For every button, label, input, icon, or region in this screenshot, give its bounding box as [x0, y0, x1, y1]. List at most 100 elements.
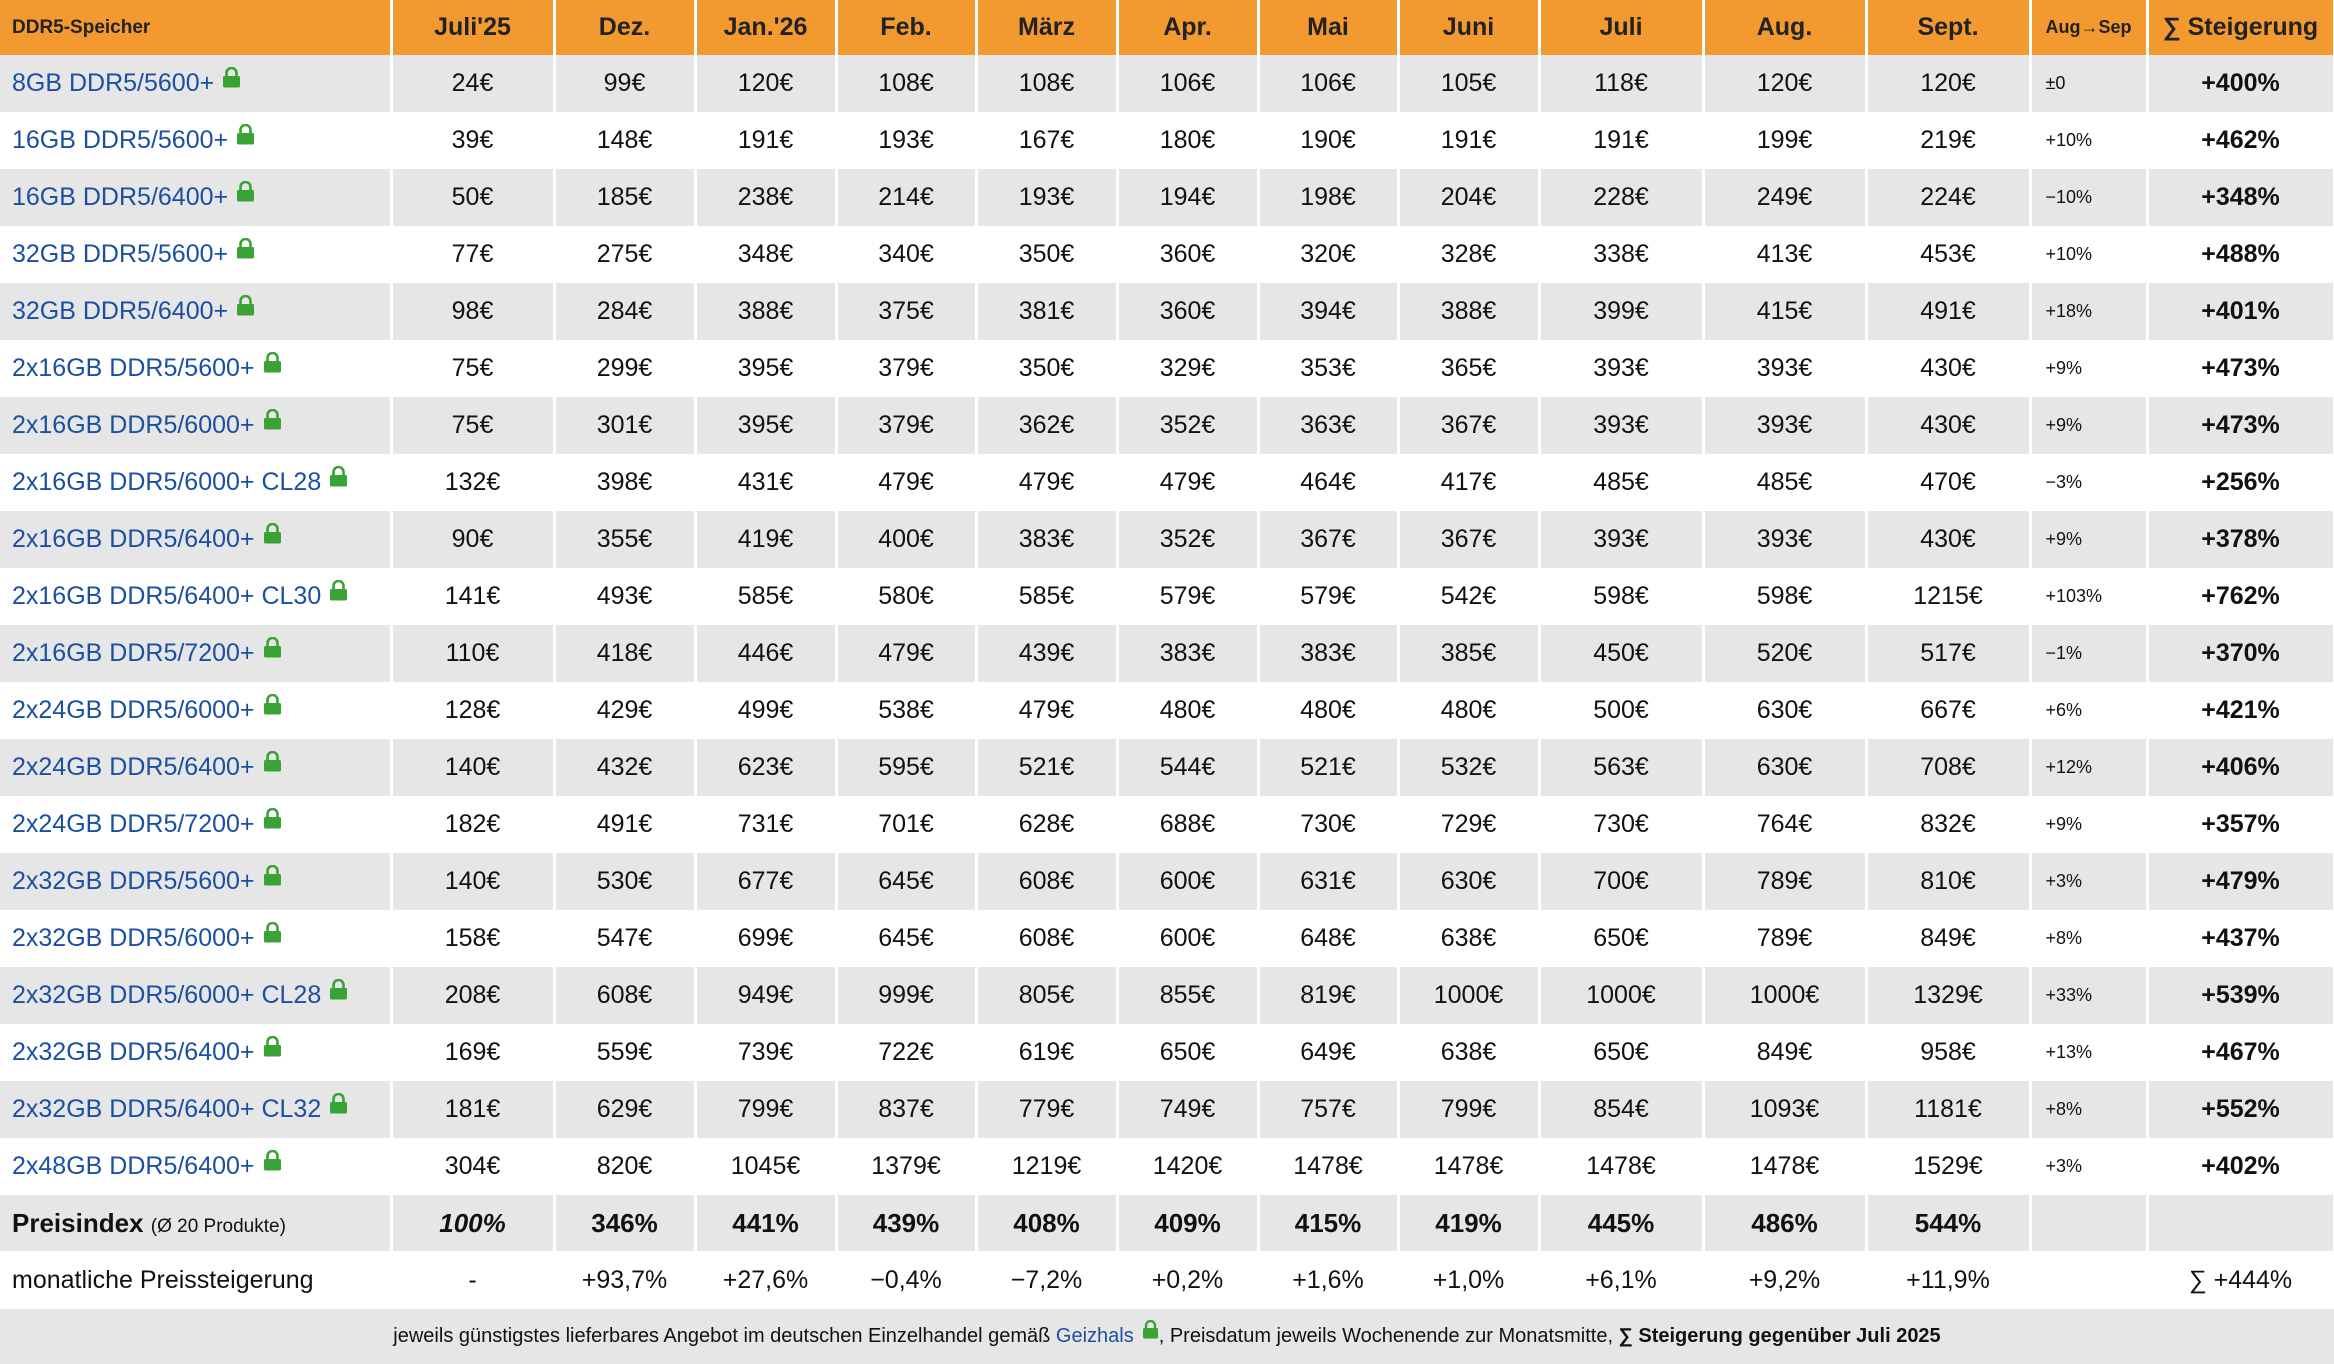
price-cell: 75€ [391, 397, 556, 454]
price-cell: 585€ [695, 568, 838, 625]
monthly-cell: - [391, 1251, 556, 1309]
price-cell: 688€ [1117, 796, 1260, 853]
index-cell: 419% [1398, 1195, 1541, 1251]
product-link[interactable]: 2x16GB DDR5/6400+ CL30 [12, 581, 322, 610]
delta-cell: −3% [2030, 454, 2149, 511]
price-cell: 547€ [554, 910, 697, 967]
delta-cell: +9% [2030, 511, 2149, 568]
price-cell: 388€ [1398, 283, 1541, 340]
price-cell: 480€ [1117, 682, 1260, 739]
price-cell: 623€ [695, 739, 838, 796]
price-cell: 249€ [1703, 169, 1868, 226]
product-link[interactable]: 2x24GB DDR5/6000+ [12, 695, 255, 724]
product-name-cell[interactable]: 2x16GB DDR5/7200+ [0, 625, 393, 682]
monthly-increase-label: monatliche Preissteigerung [0, 1251, 393, 1309]
product-link[interactable]: 32GB DDR5/6400+ [12, 296, 229, 325]
price-cell: 193€ [836, 112, 978, 169]
price-cell: 619€ [976, 1024, 1119, 1081]
price-cell: 731€ [695, 796, 838, 853]
product-name-cell[interactable]: 2x16GB DDR5/5600+ [0, 340, 393, 397]
price-cell: 99€ [554, 55, 697, 112]
monthly-cell: −7,2% [976, 1251, 1119, 1309]
product-name-cell[interactable]: 2x16GB DDR5/6000+ [0, 397, 393, 454]
price-cell: 1529€ [1866, 1138, 2032, 1195]
price-cell: 799€ [695, 1081, 838, 1138]
price-cell: 739€ [695, 1024, 838, 1081]
product-link[interactable]: 2x32GB DDR5/5600+ [12, 866, 255, 895]
product-name-cell[interactable]: 2x48GB DDR5/6400+ [0, 1138, 393, 1195]
product-name-cell[interactable]: 2x24GB DDR5/6400+ [0, 739, 393, 796]
price-cell: 608€ [976, 853, 1119, 910]
geizhals-link[interactable]: Geizhals [1055, 1325, 1134, 1347]
product-name-cell[interactable]: 2x32GB DDR5/6400+ CL32 [0, 1081, 393, 1138]
product-name-cell[interactable]: 2x16GB DDR5/6400+ [0, 511, 393, 568]
product-name-cell[interactable]: 2x32GB DDR5/6000+ CL28 [0, 967, 393, 1024]
price-cell: 353€ [1258, 340, 1400, 397]
table-row: 2x16GB DDR5/5600+ 75€ 299€ 395€ 379€ 350€ 329€… [0, 340, 2334, 397]
price-cell: 579€ [1117, 568, 1260, 625]
product-link[interactable]: 2x32GB DDR5/6000+ [12, 923, 255, 952]
product-link[interactable]: 2x16GB DDR5/6400+ [12, 524, 255, 553]
price-cell: 520€ [1703, 625, 1868, 682]
price-cell: 393€ [1703, 511, 1868, 568]
price-cell: 464€ [1258, 454, 1400, 511]
product-link[interactable]: 2x16GB DDR5/6000+ CL28 [12, 467, 322, 496]
table-row: 2x24GB DDR5/6400+ 140€ 432€ 623€ 595€ 521€ 544… [0, 739, 2334, 796]
price-cell: 77€ [391, 226, 556, 283]
product-name-cell[interactable]: 2x16GB DDR5/6000+ CL28 [0, 454, 393, 511]
product-link[interactable]: 2x32GB DDR5/6400+ CL32 [12, 1094, 322, 1123]
product-link[interactable]: 16GB DDR5/5600+ [12, 125, 229, 154]
price-cell: 810€ [1866, 853, 2032, 910]
total-increase-cell: +437% [2147, 910, 2334, 967]
header-title: DDR5-Speicher [0, 0, 393, 55]
product-link[interactable]: 2x16GB DDR5/7200+ [12, 638, 255, 667]
product-name-cell[interactable]: 16GB DDR5/5600+ [0, 112, 393, 169]
product-name-cell[interactable]: 2x32GB DDR5/6000+ [0, 910, 393, 967]
header-month: Feb. [836, 0, 978, 55]
price-cell: 1478€ [1539, 1138, 1705, 1195]
header-delta: Aug→Sep [2030, 0, 2149, 55]
product-link[interactable]: 16GB DDR5/6400+ [12, 182, 229, 211]
table-row: 2x32GB DDR5/6400+ CL32 181€ 629€ 799€ 837€ 77… [0, 1081, 2334, 1138]
price-cell: 191€ [1539, 112, 1705, 169]
product-link[interactable]: 2x24GB DDR5/7200+ [12, 809, 255, 838]
product-link[interactable]: 32GB DDR5/5600+ [12, 239, 229, 268]
footer-note: jeweils günstigstes lieferbares Angebot … [0, 1309, 2334, 1364]
price-cell: 631€ [1258, 853, 1400, 910]
price-cell: 393€ [1539, 397, 1705, 454]
lock-icon [263, 864, 282, 893]
index-sum-cell [2147, 1195, 2334, 1251]
product-link[interactable]: 8GB DDR5/5600+ [12, 68, 215, 97]
price-cell: 75€ [391, 340, 556, 397]
product-name-cell[interactable]: 8GB DDR5/5600+ [0, 55, 393, 112]
price-cell: 191€ [695, 112, 838, 169]
product-link[interactable]: 2x16GB DDR5/5600+ [12, 353, 255, 382]
price-cell: 385€ [1398, 625, 1541, 682]
index-cell: 486% [1703, 1195, 1868, 1251]
product-name-cell[interactable]: 32GB DDR5/5600+ [0, 226, 393, 283]
product-name-cell[interactable]: 2x32GB DDR5/5600+ [0, 853, 393, 910]
price-cell: 638€ [1398, 1024, 1541, 1081]
price-cell: 381€ [976, 283, 1119, 340]
product-name-cell[interactable]: 16GB DDR5/6400+ [0, 169, 393, 226]
product-link[interactable]: 2x32GB DDR5/6400+ [12, 1037, 255, 1066]
monthly-cell: +0,2% [1117, 1251, 1260, 1309]
product-name-cell[interactable]: 2x24GB DDR5/7200+ [0, 796, 393, 853]
product-name-cell[interactable]: 2x16GB DDR5/6400+ CL30 [0, 568, 393, 625]
price-cell: 729€ [1398, 796, 1541, 853]
delta-cell: ±0 [2030, 55, 2149, 112]
table-row: 2x24GB DDR5/7200+ 182€ 491€ 731€ 701€ 628€ 688… [0, 796, 2334, 853]
table-row: 2x16GB DDR5/6400+ CL30 141€ 493€ 585€ 580€ 58… [0, 568, 2334, 625]
product-name-cell[interactable]: 2x24GB DDR5/6000+ [0, 682, 393, 739]
product-link[interactable]: 2x32GB DDR5/6000+ CL28 [12, 980, 322, 1009]
product-link[interactable]: 2x48GB DDR5/6400+ [12, 1151, 255, 1180]
delta-cell: +33% [2030, 967, 2149, 1024]
product-name-cell[interactable]: 2x32GB DDR5/6400+ [0, 1024, 393, 1081]
lock-icon [236, 180, 255, 209]
header-month: Mai [1258, 0, 1400, 55]
product-link[interactable]: 2x16GB DDR5/6000+ [12, 410, 255, 439]
price-cell: 595€ [836, 739, 978, 796]
product-link[interactable]: 2x24GB DDR5/6400+ [12, 752, 255, 781]
product-name-cell[interactable]: 32GB DDR5/6400+ [0, 283, 393, 340]
price-cell: 417€ [1398, 454, 1541, 511]
